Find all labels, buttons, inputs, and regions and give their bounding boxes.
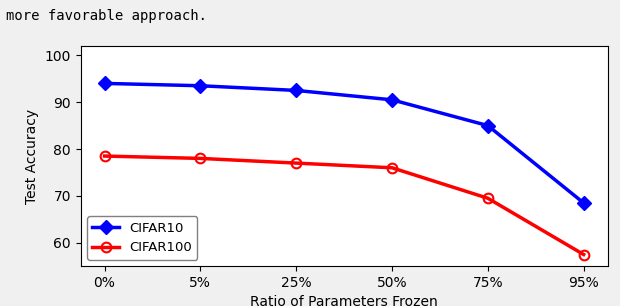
CIFAR100 — [293, 161, 300, 165]
CIFAR10 — [388, 98, 396, 102]
Text: more favorable approach.: more favorable approach. — [6, 9, 207, 23]
CIFAR10 — [293, 89, 300, 92]
CIFAR100 — [101, 154, 108, 158]
CIFAR10 — [484, 124, 492, 127]
Line: CIFAR10: CIFAR10 — [100, 79, 588, 208]
CIFAR10 — [101, 82, 108, 85]
Y-axis label: Test Accuracy: Test Accuracy — [25, 109, 39, 203]
CIFAR10 — [580, 201, 587, 205]
Legend: CIFAR10, CIFAR100: CIFAR10, CIFAR100 — [87, 216, 197, 259]
CIFAR100 — [484, 196, 492, 200]
CIFAR100 — [388, 166, 396, 170]
X-axis label: Ratio of Parameters Frozen: Ratio of Parameters Frozen — [250, 296, 438, 306]
CIFAR100 — [197, 157, 204, 160]
CIFAR10 — [197, 84, 204, 88]
CIFAR100 — [580, 253, 587, 256]
Line: CIFAR100: CIFAR100 — [100, 151, 588, 259]
